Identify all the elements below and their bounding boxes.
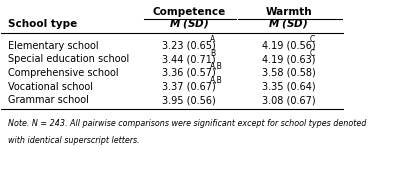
Text: Special education school: Special education school (8, 54, 130, 64)
Text: 4.19 (0.56): 4.19 (0.56) (262, 41, 315, 51)
Text: B: B (210, 49, 216, 58)
Text: 3.36 (0.57): 3.36 (0.57) (162, 68, 216, 78)
Text: Grammar school: Grammar school (8, 95, 89, 105)
Text: 3.23 (0.65): 3.23 (0.65) (162, 41, 216, 51)
Text: Competence: Competence (152, 7, 226, 17)
Text: School type: School type (8, 19, 78, 29)
Text: 3.58 (0.58): 3.58 (0.58) (262, 68, 316, 78)
Text: Vocational school: Vocational school (8, 81, 93, 92)
Text: 3.44 (0.71): 3.44 (0.71) (162, 54, 216, 64)
Text: 3.08 (0.67): 3.08 (0.67) (262, 95, 315, 105)
Text: 3.37 (0.67): 3.37 (0.67) (162, 81, 216, 92)
Text: 3.95 (0.56): 3.95 (0.56) (162, 95, 216, 105)
Text: Note. N = 243. All pairwise comparisons were significant except for school types: Note. N = 243. All pairwise comparisons … (8, 119, 367, 128)
Text: Comprehensive school: Comprehensive school (8, 68, 119, 78)
Text: $\bfit{M}$ $\bfit{(SD)}$: $\bfit{M}$ $\bfit{(SD)}$ (268, 17, 309, 30)
Text: with identical superscript letters.: with identical superscript letters. (8, 136, 140, 145)
Text: A,B: A,B (210, 76, 223, 85)
Text: C: C (310, 49, 315, 58)
Text: 4.19 (0.63): 4.19 (0.63) (262, 54, 315, 64)
Text: Warmth: Warmth (265, 7, 312, 17)
Text: A: A (210, 35, 216, 44)
Text: C: C (310, 35, 315, 44)
Text: $\bfit{M}$ $\bfit{(SD)}$: $\bfit{M}$ $\bfit{(SD)}$ (169, 17, 209, 30)
Text: A,B: A,B (210, 62, 223, 71)
Text: 3.35 (0.64): 3.35 (0.64) (262, 81, 315, 92)
Text: Elementary school: Elementary school (8, 41, 99, 51)
